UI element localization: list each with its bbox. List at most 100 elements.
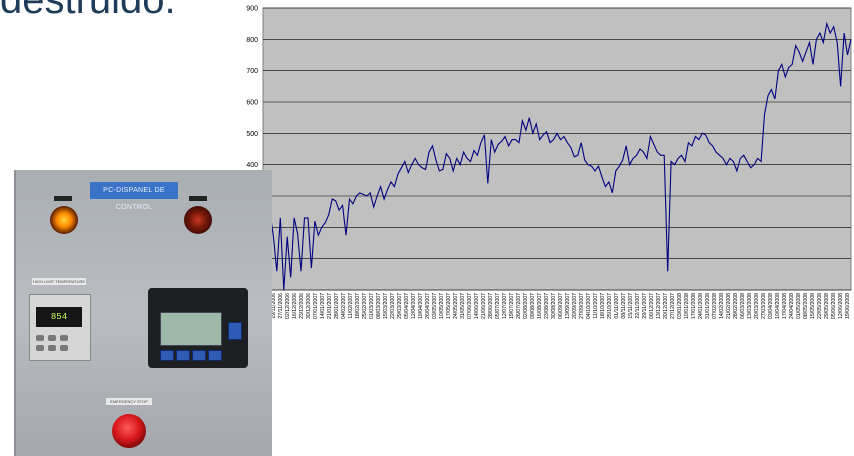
control-panel-photo: PC-DISPANEL DE CONTROL HIGH LIMIT TEMPER… [14, 170, 272, 456]
x-tick-label: 19/11/2006 [271, 293, 277, 319]
x-tick-label: 22/03/2007 [390, 293, 396, 319]
x-tick-label: 19/04/2007 [418, 293, 424, 319]
x-tick-label: 01/11/2007 [614, 293, 620, 319]
x-tick-label: 27/11/2006 [278, 293, 284, 319]
x-tick-label: 06/03/2008 [740, 293, 746, 319]
hmi-key [192, 350, 206, 361]
x-tick-label: 11/02/2007 [348, 293, 354, 319]
line-chart: 0100200300400500600700800900 09/11/20061… [246, 6, 852, 319]
hmi-screen [160, 312, 222, 346]
x-tick-label: 07/02/2008 [712, 293, 718, 319]
x-tick-label: 27/12/2007 [670, 293, 676, 319]
x-tick-label: 14/01/2007 [320, 293, 326, 319]
x-tick-label: 21/02/2008 [726, 293, 732, 319]
x-tick-label: 05/04/2007 [404, 293, 410, 319]
x-tick-label: 24/01/2008 [698, 293, 704, 319]
x-tick-label: 24/04/2008 [789, 293, 795, 319]
x-tick-label: 12/07/2007 [502, 293, 508, 319]
x-tick-label: 26/07/2007 [516, 293, 522, 319]
x-tick-label: 02/08/2007 [523, 293, 529, 319]
hmi-key [228, 322, 242, 340]
x-tick-label: 22/11/2007 [635, 293, 641, 319]
x-tick-label: 16/12/2006 [292, 293, 298, 319]
x-tick-label: 09/08/2007 [530, 293, 536, 319]
amber-pilot-lamp [50, 206, 78, 234]
lamp-tag [189, 196, 207, 201]
x-tick-label: 17/01/2008 [691, 293, 697, 319]
x-tick-label: 17/04/2008 [782, 293, 788, 319]
y-tick-label: 500 [246, 131, 258, 138]
x-tick-label: 27/09/2007 [579, 293, 585, 319]
y-tick-label: 800 [246, 37, 258, 44]
x-tick-label: 26/04/2007 [425, 293, 431, 319]
controller-tag: HIGH LIMIT TEMPERATURE [32, 278, 86, 285]
x-tick-label: 30/12/2006 [306, 293, 312, 319]
x-tick-label: 03/04/2008 [768, 293, 774, 319]
x-tick-label: 06/09/2007 [558, 293, 564, 319]
x-tick-label: 15/11/2007 [628, 293, 634, 319]
panel-nameplate: PC-DISPANEL DE CONTROL [90, 182, 178, 211]
x-tick-label: 29/03/2007 [397, 293, 403, 319]
y-tick-label: 600 [246, 100, 258, 107]
controller-button [60, 345, 68, 351]
x-tick-label: 01/03/2007 [369, 293, 375, 319]
x-tick-label: 21/06/2007 [481, 293, 487, 319]
x-tick-label: 19/07/2007 [509, 293, 515, 319]
x-tick-label: 08/05/2008 [803, 293, 809, 319]
x-axis-ticks: 09/11/200619/11/200627/11/200602/12/2006… [264, 293, 851, 319]
hmi-terminal [148, 288, 248, 368]
x-tick-label: 14/06/2007 [474, 293, 480, 319]
controller-button [48, 335, 56, 341]
x-tick-label: 13/03/2008 [747, 293, 753, 319]
x-tick-label: 18/02/2007 [355, 293, 361, 319]
x-tick-label: 29/11/2007 [642, 293, 648, 319]
x-tick-label: 29/05/2008 [824, 293, 830, 319]
x-tick-label: 04/02/2007 [341, 293, 347, 319]
x-tick-label: 23/08/2007 [544, 293, 550, 319]
x-tick-label: 07/01/2007 [313, 293, 319, 319]
hmi-key [176, 350, 190, 361]
x-tick-label: 02/12/2006 [285, 293, 291, 319]
x-tick-label: 27/03/2008 [761, 293, 767, 319]
x-tick-label: 13/09/2007 [565, 293, 571, 319]
x-tick-label: 15/05/2008 [810, 293, 816, 319]
x-tick-label: 24/05/2007 [453, 293, 459, 319]
x-tick-label: 07/06/2007 [467, 293, 473, 319]
x-tick-label: 11/10/2007 [593, 293, 599, 319]
x-tick-label: 31/05/2007 [460, 293, 466, 319]
x-tick-label: 20/03/2008 [754, 293, 760, 319]
controller-button [48, 345, 56, 351]
x-tick-label: 30/08/2007 [551, 293, 557, 319]
x-tick-label: 17/05/2007 [446, 293, 452, 319]
x-tick-label: 05/07/2007 [495, 293, 501, 319]
x-tick-label: 31/01/2008 [705, 293, 711, 319]
x-tick-label: 08/11/2007 [621, 293, 627, 319]
x-tick-label: 25/02/2007 [362, 293, 368, 319]
price-series-line [262, 21, 852, 291]
x-tick-label: 20/12/2007 [663, 293, 669, 319]
x-tick-label: 12/06/2008 [838, 293, 844, 319]
y-tick-label: 700 [246, 68, 258, 75]
hmi-key [208, 350, 222, 361]
y-tick-label: 900 [246, 6, 258, 13]
x-tick-label: 21/01/2007 [327, 293, 333, 319]
x-tick-label: 05/06/2008 [831, 293, 837, 319]
x-tick-label: 03/05/2007 [432, 293, 438, 319]
x-tick-label: 10/05/2007 [439, 293, 445, 319]
controller-button [36, 335, 44, 341]
x-tick-label: 13/12/2007 [656, 293, 662, 319]
x-tick-label: 10/01/2008 [684, 293, 690, 319]
x-tick-label: 19/06/2008 [845, 293, 851, 319]
x-tick-label: 28/06/2007 [488, 293, 494, 319]
x-tick-label: 25/10/2007 [607, 293, 613, 319]
controller-button [36, 345, 44, 351]
y-tick-label: 400 [246, 162, 258, 169]
x-tick-label: 08/03/2007 [376, 293, 382, 319]
x-tick-label: 04/10/2007 [586, 293, 592, 319]
x-tick-label: 15/03/2007 [383, 293, 389, 319]
x-tick-label: 12/04/2007 [411, 293, 417, 319]
x-tick-label: 10/04/2008 [775, 293, 781, 319]
x-tick-label: 03/01/2008 [677, 293, 683, 319]
estop-tag: EMERGENCY STOP [106, 398, 152, 405]
controller-display: 854 [36, 307, 82, 327]
